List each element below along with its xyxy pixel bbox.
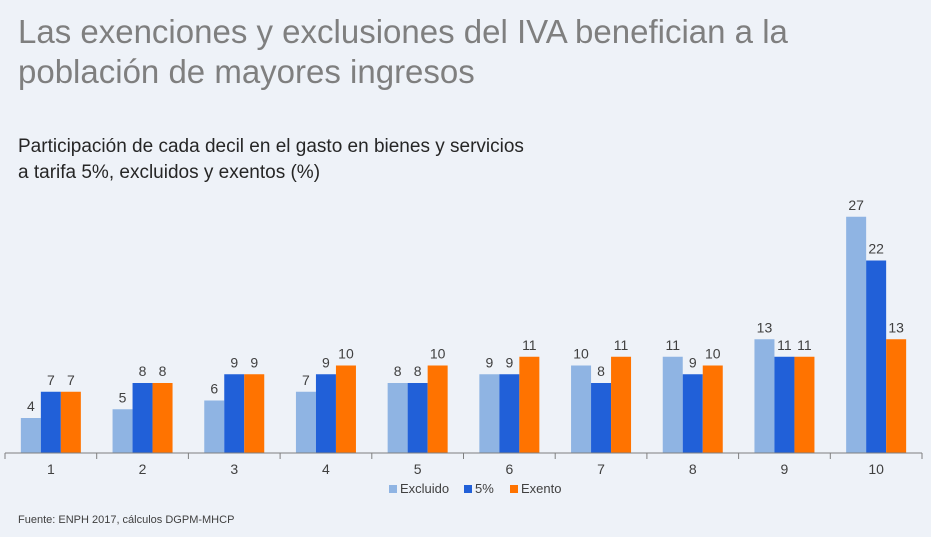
data-label: 8 (597, 363, 605, 379)
bar (20, 418, 41, 453)
bar (571, 365, 592, 453)
bar (427, 365, 448, 453)
x-tick-label: 6 (505, 461, 513, 477)
data-label: 10 (705, 346, 721, 362)
data-label: 11 (665, 337, 680, 353)
bar (794, 356, 815, 453)
bar (866, 260, 887, 453)
data-label: 7 (47, 372, 55, 388)
bar (479, 374, 500, 453)
legend-label: Exento (521, 481, 561, 496)
bar (112, 409, 133, 453)
bar (662, 356, 683, 453)
bar (754, 339, 775, 453)
bar (60, 391, 81, 453)
data-label: 10 (573, 346, 589, 362)
bar (152, 383, 173, 453)
data-label: 9 (250, 354, 258, 370)
data-label: 9 (485, 354, 493, 370)
data-label: 13 (888, 319, 904, 335)
data-label: 9 (505, 354, 513, 370)
bar (886, 339, 907, 453)
bar (204, 400, 225, 453)
data-label: 13 (757, 319, 773, 335)
data-label: 7 (302, 372, 310, 388)
data-label: 9 (230, 354, 238, 370)
data-label: 5 (119, 389, 127, 405)
data-label: 9 (322, 354, 330, 370)
data-label: 11 (797, 337, 812, 353)
data-label: 27 (848, 197, 864, 213)
data-label: 8 (139, 363, 147, 379)
data-label: 11 (522, 337, 537, 353)
data-label: 11 (614, 337, 629, 353)
x-tick-label: 1 (47, 461, 55, 477)
bar (40, 391, 61, 453)
x-tick-label: 8 (689, 461, 697, 477)
x-tick-label: 7 (597, 461, 605, 477)
data-label: 6 (210, 381, 218, 397)
data-label: 7 (67, 372, 75, 388)
data-label: 8 (414, 363, 422, 379)
chart-subtitle: Participación de cada decil en el gasto … (18, 136, 524, 183)
x-tick-label: 2 (139, 461, 147, 477)
chart-title: Las exenciones y exclusiones del IVA ben… (18, 13, 788, 90)
x-tick-label: 4 (322, 461, 330, 477)
bar (499, 374, 520, 453)
data-label: 9 (689, 354, 697, 370)
data-label: 10 (430, 346, 446, 362)
x-tick-label: 3 (230, 461, 238, 477)
legend-swatch (464, 485, 472, 493)
bar (335, 365, 356, 453)
x-tick-label: 10 (868, 461, 884, 477)
bar (682, 374, 703, 453)
bar (315, 374, 336, 453)
x-tick-label: 9 (781, 461, 789, 477)
bar (702, 365, 723, 453)
data-label: 22 (868, 241, 884, 257)
bar (846, 216, 867, 453)
legend-swatch (389, 485, 397, 493)
data-label: 8 (159, 363, 167, 379)
bar (132, 383, 153, 453)
bar (774, 356, 795, 453)
x-tick-label: 5 (414, 461, 422, 477)
bar (519, 356, 540, 453)
data-label: 10 (338, 346, 354, 362)
bar (407, 383, 428, 453)
bar (387, 383, 408, 453)
bar (244, 374, 265, 453)
legend-label: 5% (475, 481, 494, 496)
legend-label: Excluido (400, 481, 449, 496)
data-label: 4 (27, 398, 35, 414)
data-label: 8 (394, 363, 402, 379)
bar (591, 383, 612, 453)
data-label: 11 (777, 337, 792, 353)
bar (224, 374, 245, 453)
source-note: Fuente: ENPH 2017, cálculos DGPM-MHCP (18, 514, 235, 526)
bar (611, 356, 632, 453)
bar (295, 391, 316, 453)
legend-swatch (510, 485, 518, 493)
